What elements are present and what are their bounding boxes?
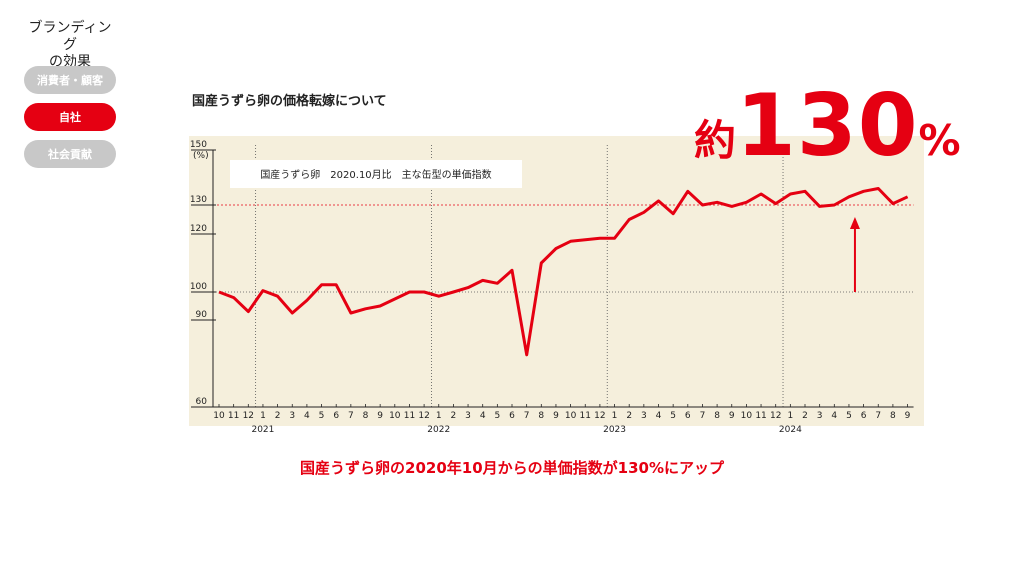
y-tick-label: 60 [196, 397, 208, 407]
x-tick-label: 8 [890, 411, 896, 421]
y-tick-label: 100 [190, 282, 207, 292]
year-label: 2021 [251, 425, 274, 435]
x-tick-label: 9 [729, 411, 735, 421]
x-tick-label: 6 [509, 411, 515, 421]
x-tick-label: 5 [846, 411, 852, 421]
x-tick-label: 12 [243, 411, 254, 421]
x-tick-label: 7 [700, 411, 706, 421]
x-tick-label: 5 [319, 411, 325, 421]
headline-unit: % [918, 116, 961, 165]
headline-figure: 約130% [694, 76, 961, 176]
x-tick-label: 5 [494, 411, 500, 421]
x-tick-label: 12 [594, 411, 605, 421]
x-tick-label: 1 [787, 411, 793, 421]
x-tick-label: 3 [817, 411, 823, 421]
x-tick-label: 11 [755, 411, 766, 421]
nav-company-button[interactable]: 自社 [24, 103, 116, 131]
nav-consumer-button[interactable]: 消費者・顧客 [24, 66, 116, 94]
x-tick-label: 1 [612, 411, 618, 421]
year-label: 2022 [427, 425, 450, 435]
x-tick-label: 1 [260, 411, 266, 421]
x-tick-label: 7 [348, 411, 354, 421]
x-tick-label: 6 [861, 411, 867, 421]
x-tick-label: 4 [831, 411, 837, 421]
x-tick-label: 8 [538, 411, 544, 421]
x-tick-label: 5 [670, 411, 676, 421]
chart-subtitle: 国産うずら卵の2020年10月からの単価指数が130%にアップ [300, 459, 724, 477]
x-tick-label: 7 [524, 411, 530, 421]
legend-box [230, 160, 522, 188]
headline-value: 130 [736, 76, 919, 176]
annotation-arrow-head [849, 217, 860, 229]
x-tick-label: 8 [363, 411, 369, 421]
x-tick-label: 7 [875, 411, 881, 421]
x-tick-label: 12 [418, 411, 429, 421]
x-tick-label: 9 [377, 411, 383, 421]
x-tick-label: 8 [714, 411, 720, 421]
x-tick-label: 9 [905, 411, 911, 421]
x-tick-label: 6 [333, 411, 339, 421]
x-tick-label: 1 [436, 411, 442, 421]
x-tick-label: 3 [641, 411, 647, 421]
x-tick-label: 10 [389, 411, 401, 421]
y-tick-label: 130 [190, 195, 207, 205]
x-tick-label: 10 [213, 411, 225, 421]
y-tick-label: 150 [190, 140, 207, 150]
x-tick-label: 6 [685, 411, 691, 421]
x-tick-label: 4 [656, 411, 662, 421]
legend-label: 国産うずら卵 2020.10月比 主な缶型の単価指数 [260, 168, 491, 181]
x-tick-label: 12 [770, 411, 781, 421]
x-tick-label: 3 [465, 411, 471, 421]
x-tick-label: 2 [275, 411, 281, 421]
x-tick-label: 9 [553, 411, 559, 421]
x-tick-label: 4 [480, 411, 486, 421]
year-label: 2024 [779, 425, 802, 435]
nav-social-button[interactable]: 社会貢献 [24, 140, 116, 168]
x-tick-label: 2 [626, 411, 632, 421]
x-tick-label: 3 [289, 411, 295, 421]
headline-prefix: 約 [694, 116, 737, 165]
x-tick-label: 2 [802, 411, 808, 421]
year-label: 2023 [603, 425, 626, 435]
x-tick-label: 4 [304, 411, 310, 421]
x-tick-label: 10 [565, 411, 577, 421]
x-tick-label: 11 [404, 411, 415, 421]
x-tick-label: 11 [580, 411, 591, 421]
chart-title: 国産うずら卵の価格転嫁について [192, 94, 387, 109]
x-tick-label: 10 [741, 411, 753, 421]
y-tick-label: 120 [190, 224, 207, 234]
y-unit-label: (%) [193, 151, 209, 161]
series-line [218, 187, 909, 357]
x-tick-label: 2 [451, 411, 457, 421]
y-tick-label: 90 [196, 310, 208, 320]
x-tick-label: 11 [228, 411, 239, 421]
